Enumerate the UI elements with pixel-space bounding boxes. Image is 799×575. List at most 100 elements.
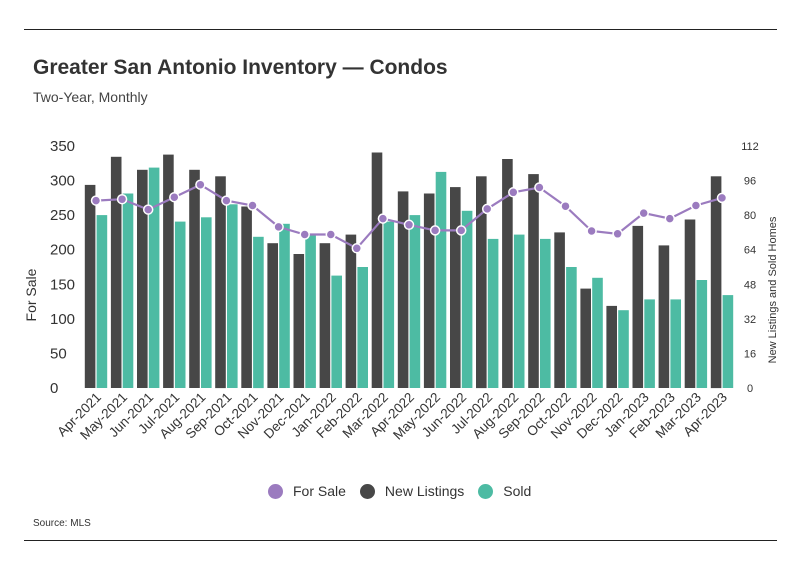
bar-new-listings xyxy=(293,254,305,388)
bar-new-listings xyxy=(267,243,278,388)
bar-sold xyxy=(696,280,708,388)
bar-new-listings xyxy=(502,159,513,388)
bar-sold xyxy=(383,221,395,388)
bar-sold xyxy=(435,171,447,388)
chart-plot: 0 50 100 150 200 250 300 350 0 16 32 48 64 80 96 112 For… xyxy=(23,138,779,443)
point-for-sale xyxy=(560,200,571,212)
bar-new-listings xyxy=(110,156,122,388)
bar-sold xyxy=(201,217,212,388)
bar-sold xyxy=(148,167,160,388)
legend-label-sold: Sold xyxy=(503,483,532,499)
bar-sold xyxy=(357,267,368,388)
y2-tick-label: 48 xyxy=(744,279,756,291)
y2-tick-label: 80 xyxy=(744,210,756,222)
y-tick-label: 50 xyxy=(50,345,67,362)
point-for-sale xyxy=(586,225,597,237)
bar-sold xyxy=(513,234,525,388)
bar-new-listings xyxy=(345,234,357,388)
point-for-sale xyxy=(142,204,154,215)
y-tick-label: 150 xyxy=(50,276,75,293)
point-for-sale xyxy=(247,200,258,211)
point-for-sale xyxy=(429,225,441,236)
chart-title: Greater San Antonio Inventory — Condos xyxy=(33,56,448,79)
bar-sold xyxy=(566,267,577,388)
bar-new-listings xyxy=(137,169,148,388)
y-tick-label: 100 xyxy=(50,311,75,328)
y-tick-label: 300 xyxy=(50,173,75,190)
legend-marker-for-sale xyxy=(268,483,283,499)
chart-legend: For Sale New Listings Sold xyxy=(268,483,545,499)
bar-new-listings xyxy=(710,176,722,389)
bar-new-listings xyxy=(658,245,670,388)
bar-sold xyxy=(487,238,499,388)
bar-sold xyxy=(253,236,264,389)
point-for-sale xyxy=(403,219,415,231)
bar-sold xyxy=(461,210,473,388)
bar-sold xyxy=(618,310,629,388)
bar-sold xyxy=(227,204,238,388)
point-for-sale xyxy=(195,179,206,190)
bottom-rule xyxy=(24,540,777,541)
point-for-sale xyxy=(481,203,493,215)
point-for-sale xyxy=(273,221,284,233)
point-for-sale xyxy=(169,191,180,203)
bar-new-listings xyxy=(450,187,461,388)
point-for-sale xyxy=(664,213,676,224)
y-axis-label: For Sale xyxy=(23,268,39,321)
bar-sold xyxy=(670,299,681,388)
point-for-sale xyxy=(690,200,702,211)
bar-sold xyxy=(722,295,734,388)
point-for-sale xyxy=(90,195,102,206)
bar-new-listings xyxy=(580,288,591,388)
y2-tick-label: 64 xyxy=(744,245,756,257)
bar-new-listings xyxy=(319,243,331,388)
point-for-sale xyxy=(716,192,728,204)
y2-tick-label: 96 xyxy=(744,176,756,188)
point-for-sale xyxy=(221,195,232,206)
legend-item-new-listings: New Listings xyxy=(359,483,465,499)
chart-subtitle: Two-Year, Monthly xyxy=(33,89,148,105)
point-for-sale xyxy=(455,225,467,236)
bar-sold xyxy=(279,223,290,388)
bar-new-listings xyxy=(554,232,565,388)
point-for-sale xyxy=(299,229,310,240)
bar-sold xyxy=(644,299,655,388)
source-note: Source: MLS xyxy=(33,518,91,529)
legend-item-for-sale: For Sale xyxy=(268,483,346,499)
bar-new-listings xyxy=(84,184,96,388)
bar-new-listings xyxy=(632,225,644,388)
y-tick-label: 200 xyxy=(50,242,75,259)
legend-label-for-sale: For Sale xyxy=(293,483,346,499)
point-for-sale xyxy=(534,182,545,193)
y2-tick-label: 32 xyxy=(744,314,756,326)
bar-sold xyxy=(331,275,342,388)
bar-new-listings xyxy=(476,176,487,389)
point-for-sale xyxy=(612,228,623,240)
top-rule xyxy=(24,29,777,30)
bar-sold xyxy=(540,238,551,388)
y-tick-label: 0 xyxy=(50,380,58,397)
y2-tick-label: 0 xyxy=(747,383,753,395)
point-for-sale xyxy=(351,243,363,254)
legend-item-sold: Sold xyxy=(478,483,531,499)
bar-new-listings xyxy=(215,176,226,389)
bar-new-listings xyxy=(528,174,539,388)
y-tick-label: 250 xyxy=(50,207,75,224)
bar-new-listings xyxy=(189,169,200,388)
bar-new-listings xyxy=(423,193,435,388)
point-for-sale xyxy=(508,187,519,198)
y2-tick-label: 16 xyxy=(744,348,756,360)
bar-new-listings xyxy=(163,154,174,388)
bar-sold xyxy=(409,215,421,388)
legend-marker-new-listings xyxy=(359,483,375,499)
bar-new-listings xyxy=(397,191,409,388)
y2-axis-label: New Listings and Sold Homes xyxy=(767,216,779,363)
bar-sold xyxy=(174,221,186,388)
bar-new-listings xyxy=(371,152,383,388)
legend-label-new-listings: New Listings xyxy=(384,483,465,499)
legend-marker-sold xyxy=(478,483,494,499)
bar-new-listings xyxy=(241,206,252,388)
point-for-sale xyxy=(638,207,649,219)
point-for-sale xyxy=(116,193,128,205)
y2-tick-label: 112 xyxy=(741,141,759,153)
